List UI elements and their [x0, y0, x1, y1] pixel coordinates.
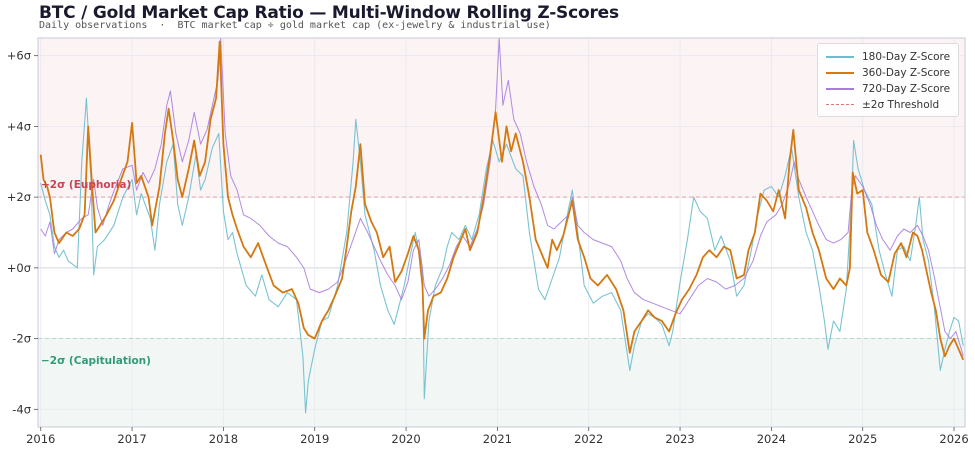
capitulation-zone [38, 338, 965, 427]
series-180d-line [40, 97, 964, 414]
x-tick-label: 2019 [300, 432, 329, 446]
capitulation-annotation: −2σ (Capitulation) [41, 355, 151, 367]
x-tick-label: 2021 [483, 432, 512, 446]
euphoria-annotation: +2σ (Euphoria) [41, 179, 131, 191]
legend-item-720d: 720-Day Z-Score [826, 81, 950, 96]
x-tick-label: 2018 [209, 432, 238, 446]
x-tick-label: 2016 [26, 432, 55, 446]
x-tick-label: 2022 [574, 432, 603, 446]
y-tick-label: +4σ [7, 119, 31, 133]
series-720d-line [40, 37, 964, 357]
x-tick-label: 2024 [757, 432, 786, 446]
axes [37, 37, 966, 428]
legend-label: 720-Day Z-Score [862, 82, 951, 95]
y-tick-label: -4σ [12, 402, 31, 416]
x-tick-label: 2020 [391, 432, 420, 446]
y-axis-ticks: +6σ +4σ +2σ +0σ -2σ -4σ [7, 49, 38, 416]
legend-item-360d: 360-Day Z-Score [826, 65, 950, 80]
y-tick-label: +6σ [7, 49, 31, 63]
x-tick-label: 2026 [939, 432, 968, 446]
x-tick-label: 2017 [117, 432, 146, 446]
legend-label: 360-Day Z-Score [862, 66, 951, 79]
y-tick-label: -2σ [12, 332, 31, 346]
chart-title: BTC / Gold Market Cap Ratio — Multi-Wind… [39, 3, 619, 23]
chart-subtitle: Daily observations · BTC market cap ÷ go… [39, 20, 551, 31]
legend-swatch-720d [826, 87, 854, 90]
legend-item-threshold: ±2σ Threshold [826, 97, 939, 112]
y-tick-label: +2σ [7, 190, 31, 204]
legend-label: 180-Day Z-Score [862, 50, 951, 63]
y-tick-label: +0σ [7, 261, 31, 275]
legend-swatch-threshold [826, 104, 854, 105]
zones [38, 38, 965, 427]
euphoria-zone [38, 38, 965, 198]
x-tick-label: 2025 [848, 432, 877, 446]
legend-label: ±2σ Threshold [862, 98, 940, 111]
x-tick-label: 2023 [665, 432, 694, 446]
threshold-lines [38, 196, 965, 340]
data-series [39, 37, 965, 414]
chart-legend: 180-Day Z-Score 360-Day Z-Score 720-Day … [817, 43, 959, 117]
x-axis-ticks: 2016 2017 2018 2019 2020 2021 2022 2023 2024 2025… [26, 427, 969, 446]
legend-item-180d: 180-Day Z-Score [826, 49, 950, 64]
legend-swatch-360d [826, 71, 854, 74]
series-360d-line [39, 40, 965, 361]
legend-swatch-180d [826, 55, 854, 58]
